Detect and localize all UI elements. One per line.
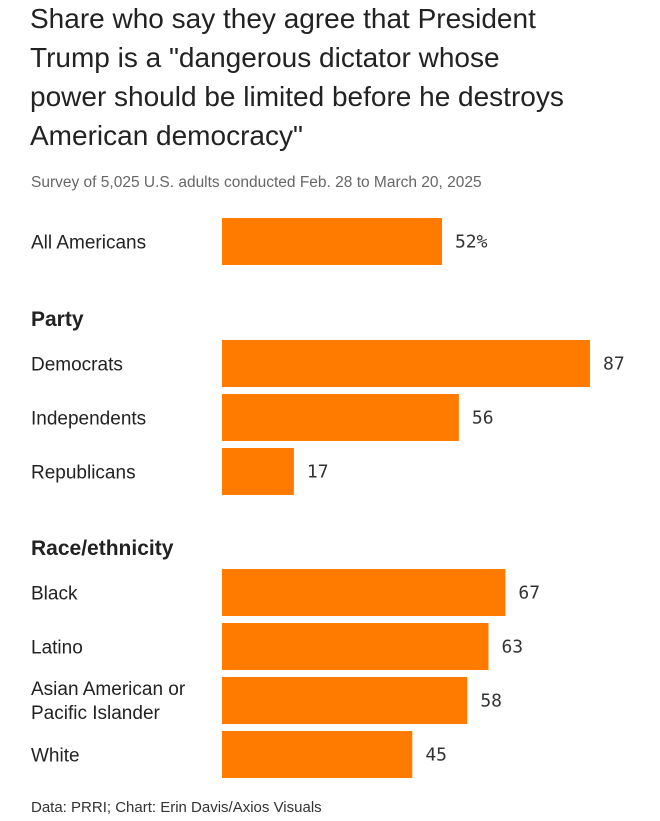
value-label-1-0: 87: [603, 354, 625, 375]
chart-title-line-4: American democracy": [30, 120, 303, 151]
bar-2-1: [222, 623, 489, 670]
category-label-1-1: Independents: [31, 409, 146, 430]
bar-2-3: [222, 731, 413, 778]
chart-source: Data: PRRI; Chart: Erin Davis/Axios Visu…: [31, 799, 322, 816]
chart-title-line-3: power should be limited before he destro…: [30, 81, 564, 112]
category-label-2-3: White: [31, 746, 80, 767]
category-label-1-2: Republicans: [31, 463, 136, 484]
bar-1-1: [222, 394, 459, 441]
group-title-2: Race/ethnicity: [31, 537, 174, 560]
bar-1-2: [222, 448, 294, 495]
value-label-1-1: 56: [472, 408, 494, 429]
bar-1-0: [222, 340, 590, 387]
bar-2-2: [222, 677, 468, 724]
category-label-2-2-line-2: Pacific Islander: [31, 703, 161, 724]
category-label-2-1: Latino: [31, 638, 83, 659]
value-label-1-2: 17: [307, 462, 329, 483]
value-label-2-0: 67: [518, 583, 540, 604]
chart-title-line-1: Share who say they agree that President: [30, 3, 536, 34]
chart-subtitle: Survey of 5,025 U.S. adults conducted Fe…: [31, 174, 482, 191]
bar-2-0: [222, 569, 506, 616]
value-label-2-2: 58: [480, 691, 502, 712]
value-label-2-3: 45: [425, 745, 447, 766]
bar-0-0: [222, 218, 442, 265]
group-title-1: Party: [31, 308, 84, 331]
value-label-0-0: 52%: [455, 232, 488, 253]
category-label-2-2-line-1: Asian American or: [31, 679, 186, 700]
category-label-1-0: Democrats: [31, 355, 123, 376]
category-label-2-0: Black: [31, 584, 78, 605]
category-label-0-0: All Americans: [31, 233, 146, 254]
value-label-2-1: 63: [501, 637, 523, 658]
chart-title-line-2: Trump is a "dangerous dictator whose: [30, 42, 500, 73]
